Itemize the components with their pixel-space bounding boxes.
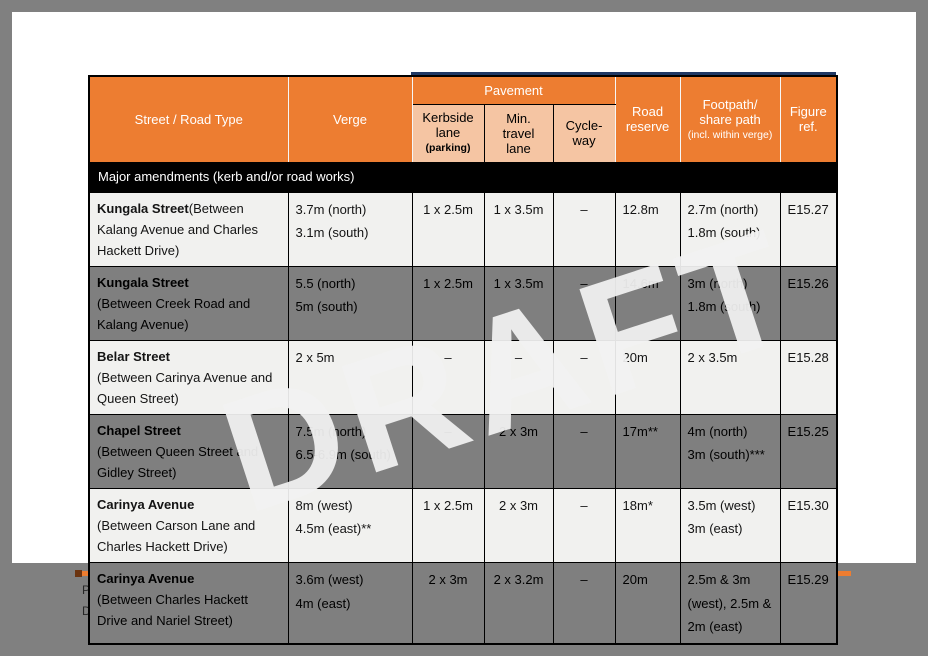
col-header-road-reserve: Road reserve — [614, 75, 681, 163]
cell-kerbside: 1 x 2.5m — [411, 265, 485, 341]
cell-kerbside: – — [411, 339, 485, 415]
col-header-pavement-group: Pavement — [411, 75, 616, 105]
cell-kerbside: 2 x 3m — [411, 562, 485, 645]
col-header-cycleway: Cycle- way — [552, 103, 616, 163]
cell-verge: 8m (west) 4.5m (east)** — [287, 488, 413, 564]
cell-cycleway: – — [552, 488, 616, 564]
kerbside-header-label: Kerbside lane — [422, 110, 474, 141]
cell-footpath: 2.5m & 3m (west), 2.5m & 2m (east) — [679, 562, 781, 645]
cell-verge: 7.5m (north) 6.5-6.9m (south) — [287, 413, 413, 490]
cell-figure-ref: E15.25 — [779, 413, 838, 490]
kerbside-header-sub: (parking) — [425, 142, 471, 155]
street-desc: (Between Carson Lane and Charles Hackett… — [97, 518, 256, 555]
street-name: Belar Street — [97, 348, 170, 364]
cell-verge: 5.5 (north) 5m (south) — [287, 265, 413, 341]
cell-cycleway: – — [552, 265, 616, 341]
cell-cycleway: – — [552, 339, 616, 415]
cell-min-travel: 2 x 3m — [483, 413, 554, 490]
cell-road-reserve: 12.8m — [614, 191, 681, 267]
street-desc: (Between Queen Street and Gidley Street) — [97, 443, 259, 481]
cell-cycleway: – — [552, 413, 616, 490]
footer-rule-notch — [75, 570, 82, 577]
table-row: Kungala Street (Between Creek Road and K… — [88, 265, 838, 341]
cell-min-travel: 2 x 3m — [483, 488, 554, 564]
table-row: Carinya Avenue (Between Charles Hackett … — [88, 562, 838, 645]
table-row: Carinya Avenue (Between Carson Lane and … — [88, 488, 838, 564]
cell-min-travel: 1 x 3.5m — [483, 265, 554, 341]
cell-kerbside: 1 x 2.5m — [411, 191, 485, 267]
cell-road-reserve: 20m — [614, 562, 681, 645]
header-row-sub: Kerbside lane (parking) Min. travel lane … — [89, 103, 837, 163]
cell-figure-ref: E15.28 — [779, 339, 838, 415]
cell-footpath: 2 x 3.5m — [679, 339, 781, 415]
cell-kerbside: 1 x 2.5m — [411, 488, 485, 564]
footpath-header-label: Footpath/ share path — [699, 96, 761, 127]
street-name: Chapel Street — [97, 422, 181, 438]
cell-kerbside: – — [411, 413, 485, 490]
header-row-group: Street / Road Type Verge Pavement Road r… — [88, 75, 838, 163]
cell-road-reserve: 18m* — [614, 488, 681, 564]
cell-figure-ref: E15.29 — [779, 562, 838, 645]
table-row: Belar Street (Between Carinya Avenue and… — [88, 339, 838, 415]
col-header-min-travel: Min. travel lane — [483, 103, 554, 163]
cell-footpath: 3.5m (west) 3m (east) — [679, 488, 781, 564]
cell-footpath: 3m (north) 1.8m (south) — [679, 265, 781, 341]
street-desc: (Between Creek Road and Kalang Avenue) — [97, 295, 251, 332]
road-works-table: Street / Road Type Verge Pavement Road r… — [88, 75, 839, 646]
table-row: Kungala Street(Between Kalang Avenue and… — [88, 191, 838, 267]
cell-footpath: 2.7m (north) 1.8m (south) — [679, 191, 781, 267]
cell-min-travel: 2 x 3.2m — [483, 562, 554, 645]
cell-figure-ref: E15.30 — [779, 488, 838, 564]
col-header-kerbside: Kerbside lane (parking) — [411, 103, 485, 163]
cell-min-travel: – — [483, 339, 554, 415]
cell-verge: 2 x 5m — [287, 339, 413, 415]
street-desc: (Between Charles Hackett Drive and Narie… — [97, 592, 249, 629]
cell-street: Kungala Street (Between Creek Road and K… — [88, 265, 289, 341]
table-row: Chapel Street (Between Queen Street and … — [88, 413, 838, 490]
street-name: Carinya Avenue — [97, 571, 195, 587]
footpath-header-sub: (incl. within verge) — [687, 128, 773, 141]
cell-street: Kungala Street(Between Kalang Avenue and… — [88, 191, 289, 267]
cell-street: Carinya Avenue (Between Charles Hackett … — [88, 562, 289, 645]
cell-cycleway: – — [552, 191, 616, 267]
cell-road-reserve: 20m — [614, 339, 681, 415]
pavement-top-rule — [411, 72, 836, 75]
cell-cycleway: – — [552, 562, 616, 645]
cell-figure-ref: E15.27 — [779, 191, 838, 267]
cell-street: Carinya Avenue (Between Carson Lane and … — [88, 488, 289, 564]
cell-figure-ref: E15.26 — [779, 265, 838, 341]
col-header-street: Street / Road Type — [88, 75, 289, 163]
cell-street: Chapel Street (Between Queen Street and … — [88, 413, 289, 490]
cell-min-travel: 1 x 3.5m — [483, 191, 554, 267]
cell-verge: 3.7m (north) 3.1m (south) — [287, 191, 413, 267]
street-name: Kungala Street — [97, 200, 189, 216]
cell-footpath: 4m (north) 3m (south)*** — [679, 413, 781, 490]
cell-street: Belar Street (Between Carinya Avenue and… — [88, 339, 289, 415]
cell-verge: 3.6m (west) 4m (east) — [287, 562, 413, 645]
street-name: Carinya Avenue — [97, 497, 195, 513]
street-desc: (Between Kalang Avenue and Charles Hacke… — [97, 200, 258, 258]
col-header-figure-ref: Figure ref. — [779, 75, 838, 163]
cell-road-reserve: 17m** — [614, 413, 681, 490]
section-banner-row: Major amendments (kerb and/or road works… — [88, 161, 838, 193]
col-header-verge: Verge — [287, 75, 413, 163]
cell-road-reserve: 14.6m — [614, 265, 681, 341]
col-header-footpath: Footpath/ share path (incl. within verge) — [679, 75, 781, 163]
street-desc: (Between Carinya Avenue and Queen Street… — [97, 369, 273, 406]
street-name: Kungala Street — [97, 274, 189, 290]
section-banner: Major amendments (kerb and/or road works… — [88, 161, 838, 193]
